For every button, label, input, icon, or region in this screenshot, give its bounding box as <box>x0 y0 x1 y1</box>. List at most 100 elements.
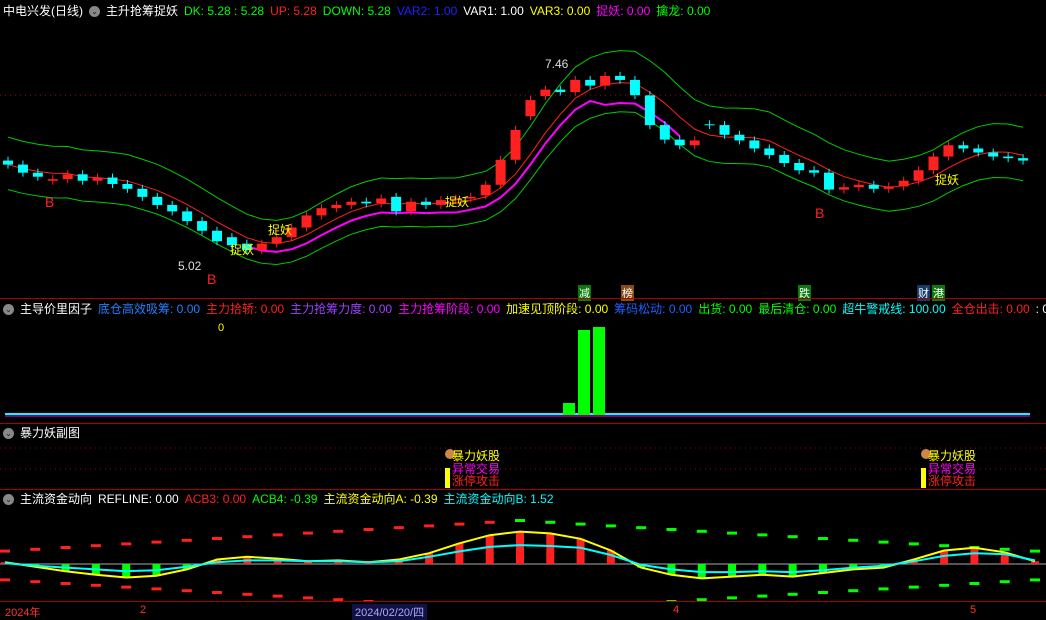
flow-bar <box>455 543 464 564</box>
upper-marker <box>787 535 798 539</box>
candle-body <box>182 211 193 222</box>
candle-body <box>838 187 849 190</box>
upper-marker <box>848 538 859 542</box>
candle-body <box>779 154 790 163</box>
candle-body <box>435 200 446 205</box>
violent-chart <box>0 447 1046 488</box>
upper-marker <box>908 542 919 546</box>
candle-body <box>107 177 118 184</box>
event-tag[interactable]: 跌 <box>798 285 811 301</box>
candle-body <box>465 196 476 199</box>
upper-marker <box>999 547 1010 551</box>
lower-marker <box>969 582 980 585</box>
factor-bar <box>563 403 575 415</box>
factor-header: ⌄ 主导价里因子 底仓高效吸筹: 0.00 主力拾轿: 0.00 主力抢筹力度: 0… <box>0 300 1046 318</box>
violent-title[interactable]: 暴力妖副图 <box>20 426 81 440</box>
upper-marker <box>636 526 647 530</box>
upper-marker <box>939 544 950 548</box>
candle-body <box>555 89 566 93</box>
indicator-value: VAR3: 0.00 <box>529 4 591 18</box>
lower-band-line <box>7 111 1024 266</box>
upper-marker <box>333 529 344 533</box>
candle-body <box>256 243 267 251</box>
indicator-value: 最后清仓: 0.00 <box>758 302 837 316</box>
chevron-down-icon[interactable]: ⌄ <box>3 428 14 439</box>
zero-label: 0 <box>218 322 225 334</box>
event-tag[interactable]: 榜 <box>621 285 634 301</box>
flow-bar <box>1000 552 1009 564</box>
lower-marker <box>666 600 677 601</box>
main-header: 中电兴发(日线) ⌄ 主升抢筹捉妖 DK: 5.28 : 5.28 UP: 5.2… <box>0 2 710 20</box>
chevron-down-icon[interactable]: ⌄ <box>3 304 14 315</box>
candle-body <box>913 170 924 181</box>
upper-marker <box>424 524 435 528</box>
lower-marker <box>30 580 41 584</box>
chevron-down-icon[interactable]: ⌄ <box>3 494 14 505</box>
upper-marker <box>393 526 404 530</box>
series-a-line <box>4 530 1036 580</box>
factor-title[interactable]: 主导价里因子 <box>20 302 93 316</box>
candle-body <box>659 125 670 140</box>
trend-line <box>246 99 681 253</box>
candle-body <box>928 156 939 171</box>
upper-marker <box>878 540 889 544</box>
candle-body <box>704 124 715 126</box>
lower-marker <box>363 600 374 601</box>
candle-body <box>420 201 431 205</box>
zhuoyao-label: 捉妖 <box>445 194 469 209</box>
candle-body <box>809 170 820 173</box>
lower-marker <box>60 582 71 585</box>
flow-chart[interactable] <box>0 508 1046 601</box>
lower-marker <box>242 592 253 596</box>
flow-bar <box>758 564 767 575</box>
candle-body <box>988 152 999 157</box>
candle-body <box>600 75 611 86</box>
indicator-value: 主流资金动向B: 1.52 <box>443 492 554 506</box>
candle-body <box>92 177 103 181</box>
upper-marker <box>151 540 162 544</box>
candle-body <box>152 196 163 205</box>
lower-marker <box>1030 578 1040 582</box>
upper-marker <box>181 538 192 542</box>
candle-body <box>615 75 626 80</box>
event-tag[interactable]: 减 <box>578 285 591 301</box>
candle-body <box>361 201 372 204</box>
flow-bar <box>818 564 827 573</box>
indicator-name[interactable]: 主升抢筹捉妖 <box>106 4 179 18</box>
candle-body <box>824 172 835 190</box>
flow-bar <box>606 550 615 564</box>
candle-body <box>62 174 73 180</box>
lower-marker <box>181 589 192 593</box>
flow-title[interactable]: 主流资金动向 <box>20 492 93 506</box>
candle-body <box>510 129 521 160</box>
high-price-label: 7.46 <box>545 57 569 71</box>
candle-body <box>346 201 357 205</box>
series-b-line <box>4 544 1036 574</box>
b-signal-label: B <box>207 271 216 287</box>
candle-body <box>406 201 417 212</box>
indicator-value: 主流资金动向A: -0.39 <box>323 492 438 506</box>
event-tag[interactable]: 财 <box>917 285 930 301</box>
candle-body <box>943 145 954 157</box>
signal-label: 涨停攻击 <box>928 474 977 488</box>
flow-bar <box>303 561 312 564</box>
factor-chart[interactable] <box>0 318 1046 422</box>
chevron-down-icon[interactable]: ⌄ <box>89 6 100 17</box>
upper-marker <box>727 531 738 535</box>
flow-bar <box>516 531 524 564</box>
lower-marker <box>908 585 919 589</box>
candle-body <box>495 159 506 185</box>
lower-marker <box>696 598 707 601</box>
upper-marker <box>90 544 101 548</box>
upper-marker <box>757 533 768 537</box>
candle-body <box>32 172 43 177</box>
time-axis[interactable]: 2024年 2 2024/02/20/四 4 5 <box>0 601 1046 620</box>
lower-marker <box>999 580 1010 584</box>
event-tag[interactable]: 港 <box>932 285 945 301</box>
indicator-value: DK: 5.28 : 5.28 <box>184 4 265 18</box>
candle-body <box>376 198 387 204</box>
upper-marker <box>363 528 374 531</box>
candle-body <box>585 79 596 86</box>
candle-body <box>644 95 655 126</box>
